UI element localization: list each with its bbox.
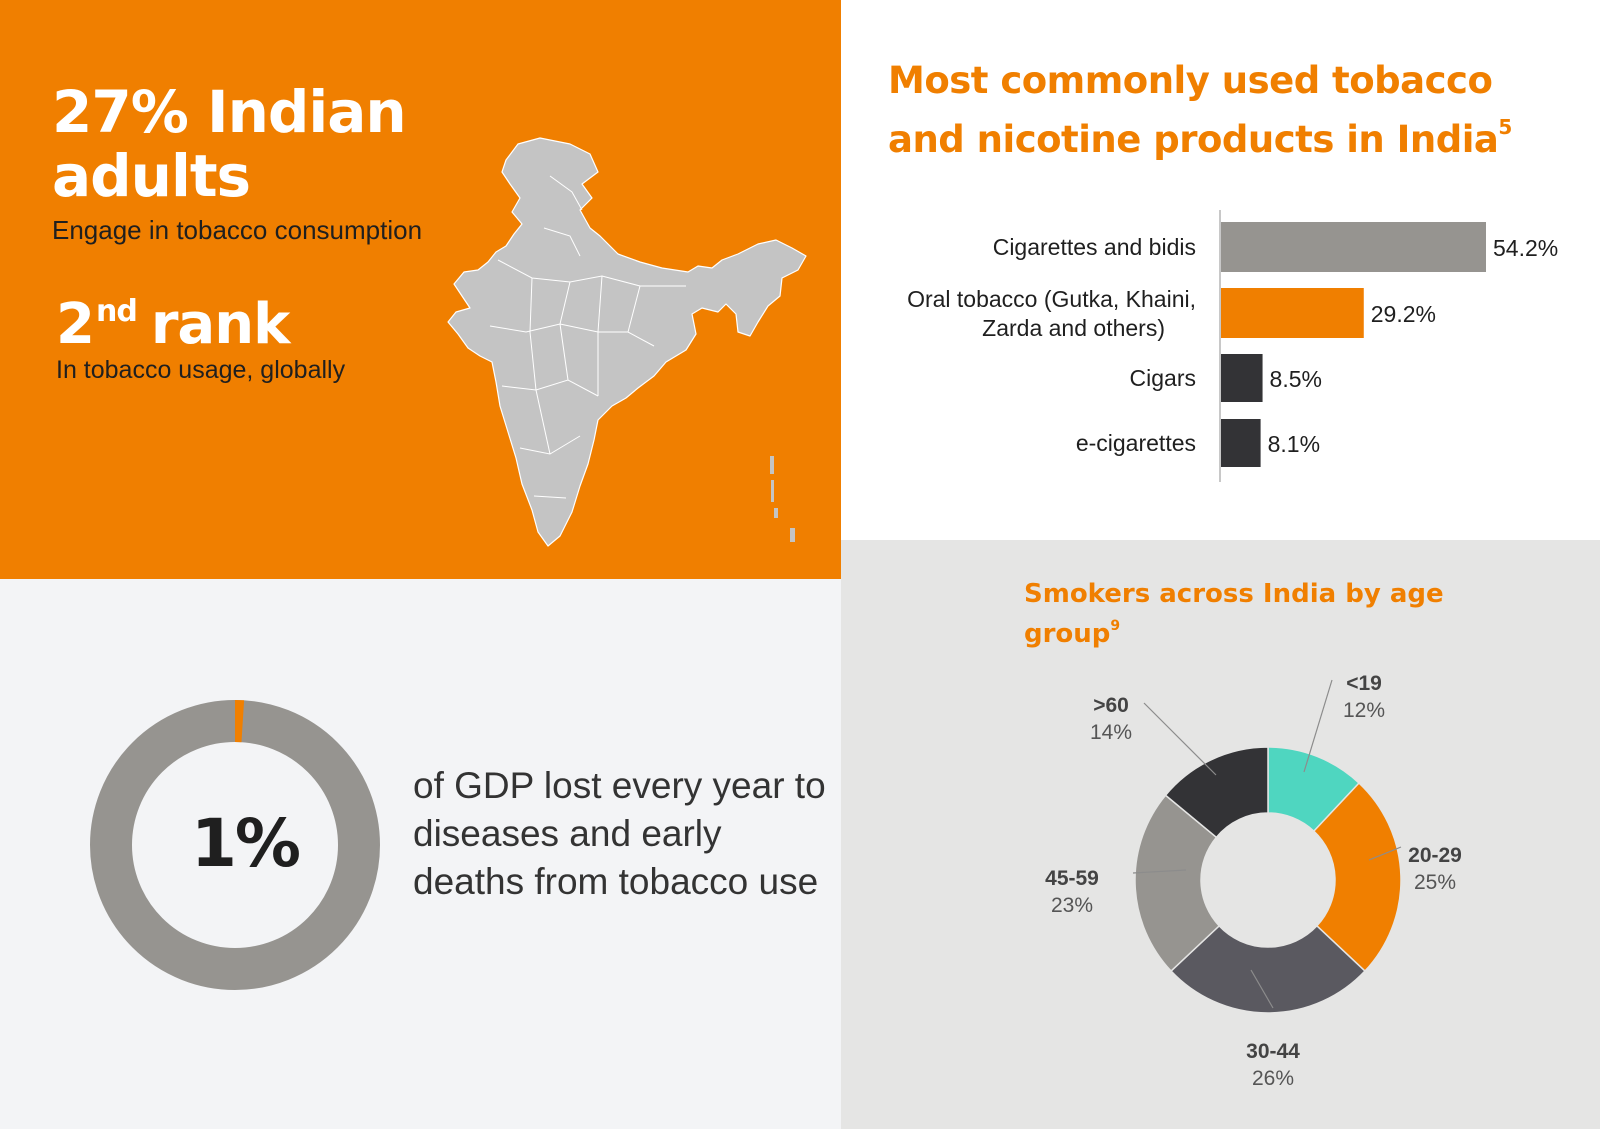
donut-slice-3	[1134, 794, 1221, 973]
rank-suffix: nd	[95, 294, 138, 329]
bar-1	[1221, 288, 1364, 338]
donut-category-label: 45-59	[1045, 867, 1099, 890]
bar-3	[1221, 419, 1261, 467]
donut-leader-line	[1250, 969, 1274, 1009]
age-chart-panel	[841, 540, 1600, 1129]
adults-caption: Engage in tobacco consumption	[52, 215, 423, 245]
bar-category-label: Cigars	[1130, 365, 1196, 391]
india-map-icon	[447, 137, 807, 547]
donut-leader-line	[1368, 846, 1402, 861]
gdp-donut	[90, 700, 380, 990]
donut-category-label: >60	[1093, 694, 1129, 717]
bar-category-label: Oral tobacco (Gutka, Khaini, Zarda and ot…	[907, 286, 1196, 341]
bar-chart-title-text: Most commonly used tobacco and nicotine …	[888, 59, 1499, 161]
donut-leader-line	[1143, 702, 1217, 776]
rank-headline: 2nd rank	[56, 282, 291, 357]
donut-category-label: 20-29	[1408, 844, 1462, 867]
adults-headline: 27% Indian adults	[52, 78, 407, 210]
bar-category-label: Cigarettes and bidis	[993, 234, 1196, 260]
age-donut-chart: <19 12% 20-29 25% 30-44 26% 45-59 23% >60 14%	[1045, 672, 1462, 1090]
donut-leader-line	[1303, 679, 1333, 773]
age-chart-title-text: Smokers across India by age group	[1024, 579, 1444, 649]
age-chart-footnote: 9	[1110, 618, 1121, 634]
donut-value-label: 12%	[1343, 699, 1385, 722]
gdp-panel	[0, 579, 841, 1129]
bar-value-label: 54.2%	[1493, 235, 1558, 261]
bar-2	[1221, 354, 1263, 402]
products-bar-chart: 54.2% Cigarettes and bidis 29.2% Oral tobac…	[907, 210, 1558, 482]
bar-chart-title: Most commonly used tobacco and nicotine …	[888, 58, 1568, 163]
rank-caption: In tobacco usage, globally	[56, 356, 346, 384]
bar-value-label: 8.1%	[1268, 431, 1320, 457]
age-chart-title: Smokers across India by age group9	[1024, 578, 1444, 650]
donut-slice-4	[1164, 746, 1269, 839]
donut-value-label: 14%	[1090, 721, 1132, 744]
donut-value-label: 25%	[1414, 871, 1456, 894]
bar-chart-footnote: 5	[1498, 115, 1512, 139]
bar-category-label: e-cigarettes	[1076, 430, 1196, 456]
donut-slice-2	[1169, 924, 1367, 1014]
gdp-description: of GDP lost every year to diseases and e…	[413, 765, 826, 902]
donut-value-label: 26%	[1252, 1067, 1294, 1090]
gdp-value: 1%	[190, 805, 301, 882]
bar-0	[1221, 222, 1486, 272]
rank-number: 2	[56, 292, 95, 357]
rank-word: rank	[150, 292, 291, 357]
donut-category-label: <19	[1346, 672, 1382, 695]
bar-value-label: 29.2%	[1371, 301, 1436, 327]
donut-category-label: 30-44	[1246, 1040, 1300, 1063]
bar-value-label: 8.5%	[1270, 366, 1322, 392]
donut-value-label: 23%	[1051, 894, 1093, 917]
donut-leader-line	[1132, 869, 1187, 874]
donut-slice-1	[1312, 781, 1402, 973]
